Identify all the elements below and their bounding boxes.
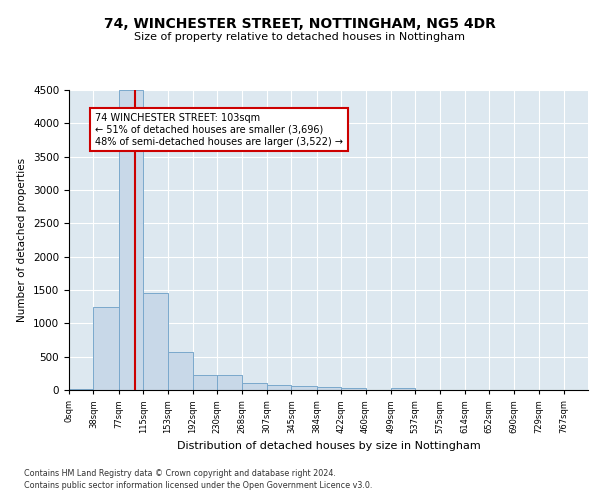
Y-axis label: Number of detached properties: Number of detached properties [17, 158, 28, 322]
Text: 74, WINCHESTER STREET, NOTTINGHAM, NG5 4DR: 74, WINCHESTER STREET, NOTTINGHAM, NG5 4… [104, 18, 496, 32]
Bar [391, 388, 415, 390]
Bar [94, 306, 119, 390]
Text: 74 WINCHESTER STREET: 103sqm
← 51% of detached houses are smaller (3,696)
48% of: 74 WINCHESTER STREET: 103sqm ← 51% of de… [95, 114, 343, 146]
Bar [217, 376, 242, 390]
Bar [317, 388, 341, 390]
Bar [143, 294, 167, 390]
Bar [167, 352, 193, 390]
Text: Contains public sector information licensed under the Open Government Licence v3: Contains public sector information licen… [24, 481, 373, 490]
Bar [242, 382, 267, 390]
Bar [193, 376, 217, 390]
Bar [341, 388, 365, 390]
X-axis label: Distribution of detached houses by size in Nottingham: Distribution of detached houses by size … [176, 442, 481, 452]
Bar [119, 90, 143, 390]
Bar [267, 384, 292, 390]
Text: Contains HM Land Registry data © Crown copyright and database right 2024.: Contains HM Land Registry data © Crown c… [24, 468, 336, 477]
Text: Size of property relative to detached houses in Nottingham: Size of property relative to detached ho… [134, 32, 466, 42]
Bar [292, 386, 317, 390]
